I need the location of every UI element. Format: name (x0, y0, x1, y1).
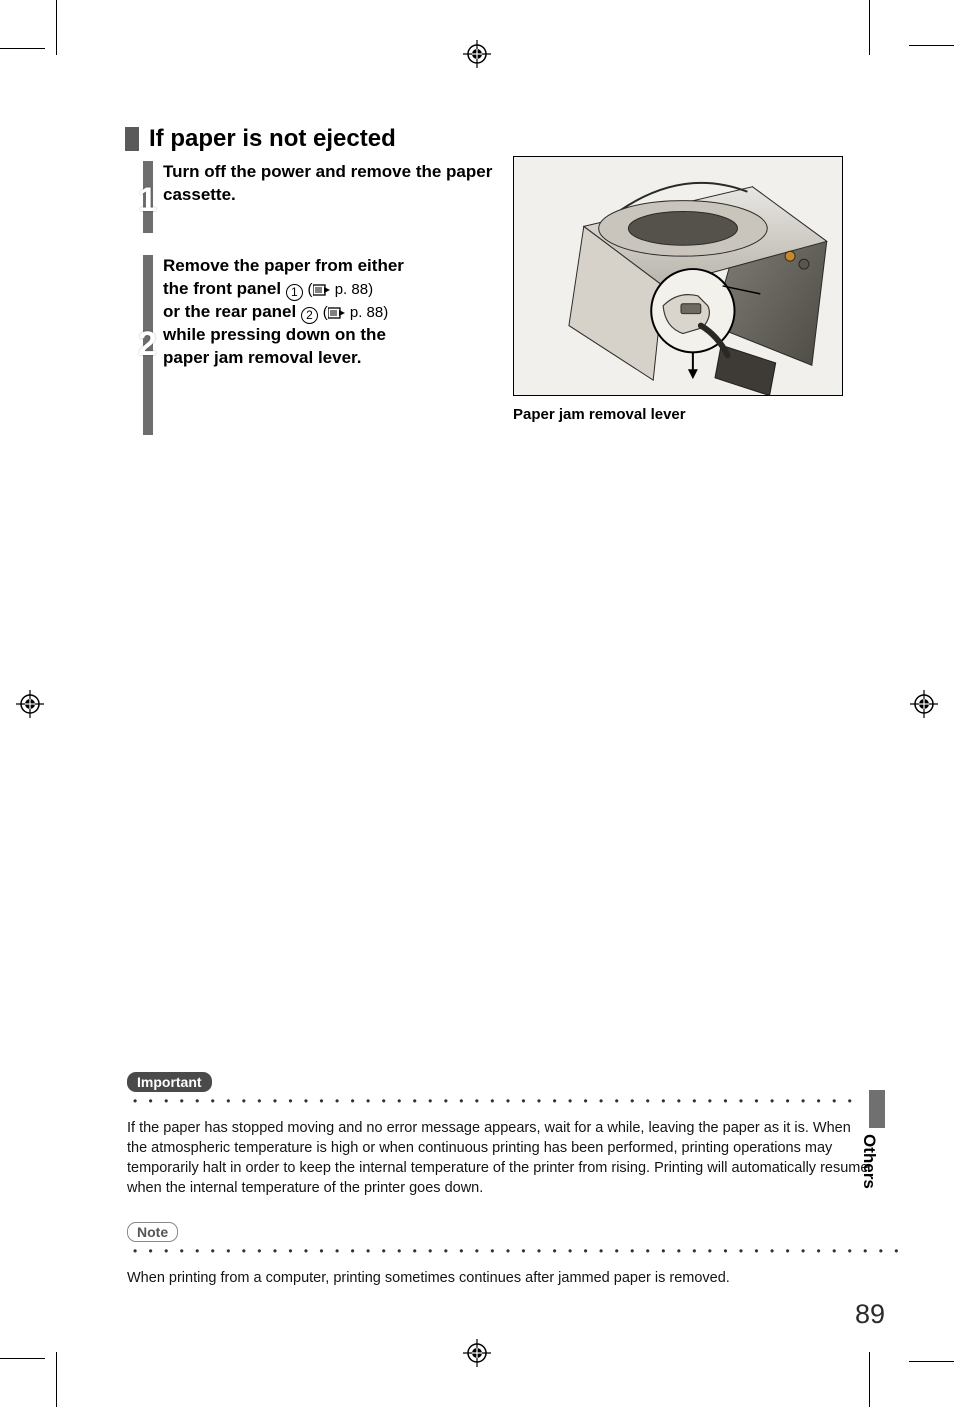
crop-mark-bottom-right-inner (869, 1317, 914, 1407)
section-heading: If paper is not ejected (125, 125, 885, 153)
page-ref-2: ( p. 88) (323, 304, 389, 321)
registration-mark-top (463, 40, 491, 68)
step-2-line3: while pressing down on the (163, 325, 386, 344)
step-2-number-bar: 2 (143, 255, 153, 435)
crop-mark-bottom-left (0, 1317, 90, 1407)
step-2-line2a: or the rear panel (163, 302, 296, 321)
page-content: If paper is not ejected 1 Turn off the p… (95, 70, 885, 1330)
step-1-instruction: Turn off the power and remove the paper … (163, 161, 493, 207)
note-dots: • • • • • • • • • • • • • • • • • • • • … (133, 1244, 902, 1258)
important-body: If the paper has stopped moving and no e… (127, 1118, 869, 1198)
circled-number-2: 2 (301, 307, 318, 324)
note-callout: Note • • • • • • • • • • • • • • • • • •… (127, 1222, 869, 1288)
registration-mark-bottom (463, 1339, 491, 1367)
step-2-instruction: Remove the paper from either the front p… (163, 255, 404, 370)
steps-list: 1 Turn off the power and remove the pape… (143, 161, 493, 435)
registration-mark-left (16, 690, 44, 718)
registration-mark-right (910, 690, 938, 718)
heading-bullet-icon (125, 127, 139, 151)
side-tab-bar (869, 1090, 885, 1128)
crop-mark-bottom-right-outer (909, 1317, 954, 1362)
section-side-tab: Others (851, 1090, 885, 1210)
side-tab-label: Others (859, 1134, 879, 1189)
page-ref-icon (313, 284, 331, 296)
step-2-line4: paper jam removal lever. (163, 348, 361, 367)
note-label: Note (127, 1222, 178, 1242)
step-2-line1b: the front panel (163, 279, 281, 298)
step-1-number-bar: 1 (143, 161, 153, 233)
printer-illustration (513, 156, 843, 396)
step-1: 1 Turn off the power and remove the pape… (143, 161, 493, 233)
note-body: When printing from a computer, printing … (127, 1268, 869, 1288)
heading-text: If paper is not ejected (149, 125, 396, 153)
step-2: 2 Remove the paper from either the front… (143, 255, 493, 435)
step-2-line1a: Remove the paper from either (163, 256, 404, 275)
page-ref-1: ( p. 88) (308, 281, 374, 298)
step-2-number: 2 (138, 325, 157, 364)
crop-mark-top-left (0, 0, 90, 90)
important-label: Important (127, 1072, 212, 1092)
crop-mark-top-right-outer (909, 45, 954, 90)
page-number: 89 (855, 1299, 885, 1330)
step-1-number: 1 (138, 181, 157, 220)
circled-number-1: 1 (286, 284, 303, 301)
important-dots: • • • • • • • • • • • • • • • • • • • • … (133, 1094, 856, 1108)
figure-caption: Paper jam removal lever (513, 406, 686, 423)
page-ref-icon (328, 307, 346, 319)
important-callout: Important • • • • • • • • • • • • • • • … (127, 1072, 869, 1198)
